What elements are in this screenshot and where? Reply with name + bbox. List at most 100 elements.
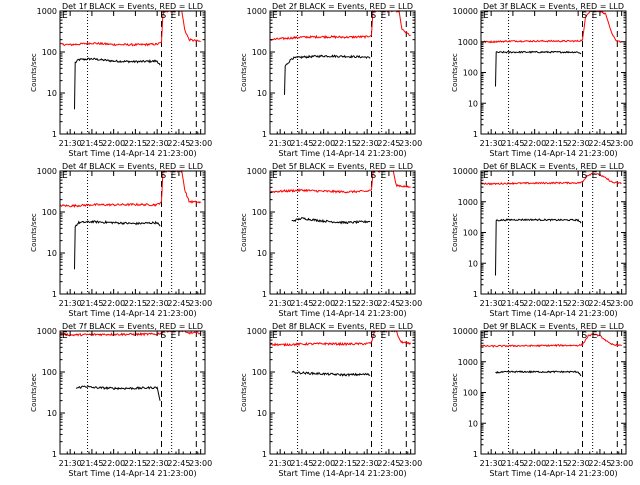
- y-tick-label: 100: [463, 69, 478, 78]
- y-tick-label: 1000: [458, 358, 478, 367]
- detector-panel-1: 1 10 100 1000 21:3021:4522:0022:1522:3022:45…: [30, 2, 212, 158]
- x-tick-label: 21:30: [269, 299, 292, 308]
- detector-panel-4: 1 10 100 1000 21:3021:4522:0022:1522:3022:45…: [30, 162, 212, 318]
- x-tick-label: 22:00: [312, 139, 335, 148]
- lld-series-line: [59, 169, 202, 209]
- x-tick-label: 21:45: [501, 139, 524, 148]
- y-tick-label: 100: [463, 389, 478, 398]
- lld-series-line: [480, 172, 622, 186]
- y-tick-label: 1: [52, 130, 57, 139]
- end-marker-label: E: [171, 331, 177, 341]
- x-tick-label: 21:30: [269, 459, 292, 468]
- x-axis-label: Start Time (14-Apr-14 21:23:00): [68, 149, 196, 158]
- y-tick-label: 100: [252, 48, 267, 57]
- x-tick-label: 21:45: [290, 459, 313, 468]
- x-tick-label: 21:45: [501, 459, 524, 468]
- y-tick-label: 1000: [247, 167, 267, 176]
- y-tick-label: 100: [42, 368, 57, 377]
- early-marker-label: E: [272, 331, 278, 341]
- y-axis-label: Counts/sec: [240, 53, 248, 92]
- x-tick-label: 22:45: [588, 139, 611, 148]
- x-tick-label: 23:00: [399, 459, 422, 468]
- x-tick-label: 22:45: [167, 139, 190, 148]
- x-tick-label: 22:00: [102, 139, 125, 148]
- events-series-line: [75, 385, 161, 401]
- x-axis-label: Start Time (14-Apr-14 21:23:00): [278, 469, 406, 478]
- y-tick-label: 100: [252, 368, 267, 377]
- x-tick-label: 22:00: [102, 459, 125, 468]
- events-series-line: [495, 218, 582, 276]
- lld-series-line: [269, 9, 411, 42]
- x-tick-label: 22:00: [523, 299, 546, 308]
- y-tick-label: 100: [463, 229, 478, 238]
- y-tick-label: 1: [52, 290, 57, 299]
- x-tick-label: 22:45: [167, 299, 190, 308]
- x-tick-label: 23:00: [189, 139, 212, 148]
- y-axis-label: Counts/sec: [30, 213, 38, 252]
- events-series-line: [495, 50, 582, 87]
- x-tick-label: 22:30: [146, 299, 169, 308]
- early-marker-label: E: [483, 171, 489, 181]
- y-tick-label: 10: [257, 89, 267, 98]
- start-marker-label: S: [582, 331, 588, 341]
- y-tick-label: 10000: [453, 327, 478, 336]
- x-tick-label: 22:30: [567, 299, 590, 308]
- x-tick-label: 21:30: [480, 459, 503, 468]
- start-marker-label: S: [582, 11, 588, 21]
- end-marker-label: E: [592, 171, 598, 181]
- x-tick-label: 22:15: [124, 139, 147, 148]
- y-tick-label: 10: [468, 259, 478, 268]
- plot-frame: [480, 330, 627, 455]
- plot-frame: [59, 330, 206, 455]
- x-tick-label: 21:45: [290, 299, 313, 308]
- y-tick-label: 100: [42, 48, 57, 57]
- x-tick-label: 21:45: [501, 299, 524, 308]
- x-axis-label: Start Time (14-Apr-14 21:23:00): [278, 149, 406, 158]
- end-marker-label: E: [381, 11, 387, 21]
- x-tick-label: 22:00: [523, 139, 546, 148]
- early-marker-label: E: [483, 331, 489, 341]
- plot-frame: [269, 10, 416, 135]
- end-marker-label: E: [171, 171, 177, 181]
- y-tick-label: 1: [473, 130, 478, 139]
- events-series-line: [291, 370, 371, 378]
- detector-panel-8: 1 10 100 1000 21:3021:4522:0022:1522:3022:45…: [240, 322, 422, 478]
- plot-frame: [480, 10, 627, 135]
- lld-series-line: [480, 10, 622, 44]
- y-tick-label: 1: [473, 450, 478, 459]
- lld-series-line: [269, 170, 411, 194]
- start-marker-label: S: [371, 331, 377, 341]
- x-axis-label: Start Time (14-Apr-14 21:23:00): [489, 309, 617, 318]
- lld-series-line: [59, 10, 201, 47]
- start-marker-label: S: [371, 11, 377, 21]
- events-series-line: [284, 54, 371, 95]
- y-tick-label: 1000: [247, 327, 267, 336]
- x-tick-label: 23:00: [399, 139, 422, 148]
- events-series-line: [495, 370, 582, 377]
- plot-frame: [59, 10, 206, 135]
- x-tick-label: 23:00: [610, 299, 633, 308]
- x-tick-label: 22:45: [377, 459, 400, 468]
- panel-title: Det 4f BLACK = Events, RED = LLD: [62, 162, 203, 171]
- events-series-line: [74, 220, 161, 270]
- x-tick-label: 22:15: [334, 299, 357, 308]
- y-tick-label: 1: [262, 290, 267, 299]
- events-series-line: [291, 216, 371, 225]
- detector-panel-9: 1 10 100 1000 10000 21:3021:4522:0022:1522:30…: [451, 322, 633, 478]
- y-tick-label: 1000: [37, 167, 57, 176]
- start-marker-label: S: [582, 171, 588, 181]
- y-tick-label: 100: [42, 208, 57, 217]
- panel-title: Det 3f BLACK = Events, RED = LLD: [483, 2, 624, 11]
- y-tick-label: 100: [252, 208, 267, 217]
- x-tick-label: 22:45: [167, 459, 190, 468]
- x-tick-label: 22:30: [567, 459, 590, 468]
- early-marker-label: E: [62, 331, 68, 341]
- y-tick-label: 1000: [247, 7, 267, 16]
- y-tick-label: 10: [47, 249, 57, 258]
- y-axis-label: Counts/sec: [240, 213, 248, 252]
- y-axis-label: Counts/sec: [451, 213, 459, 252]
- x-tick-label: 21:45: [80, 299, 103, 308]
- x-tick-label: 23:00: [399, 299, 422, 308]
- y-tick-label: 1: [52, 450, 57, 459]
